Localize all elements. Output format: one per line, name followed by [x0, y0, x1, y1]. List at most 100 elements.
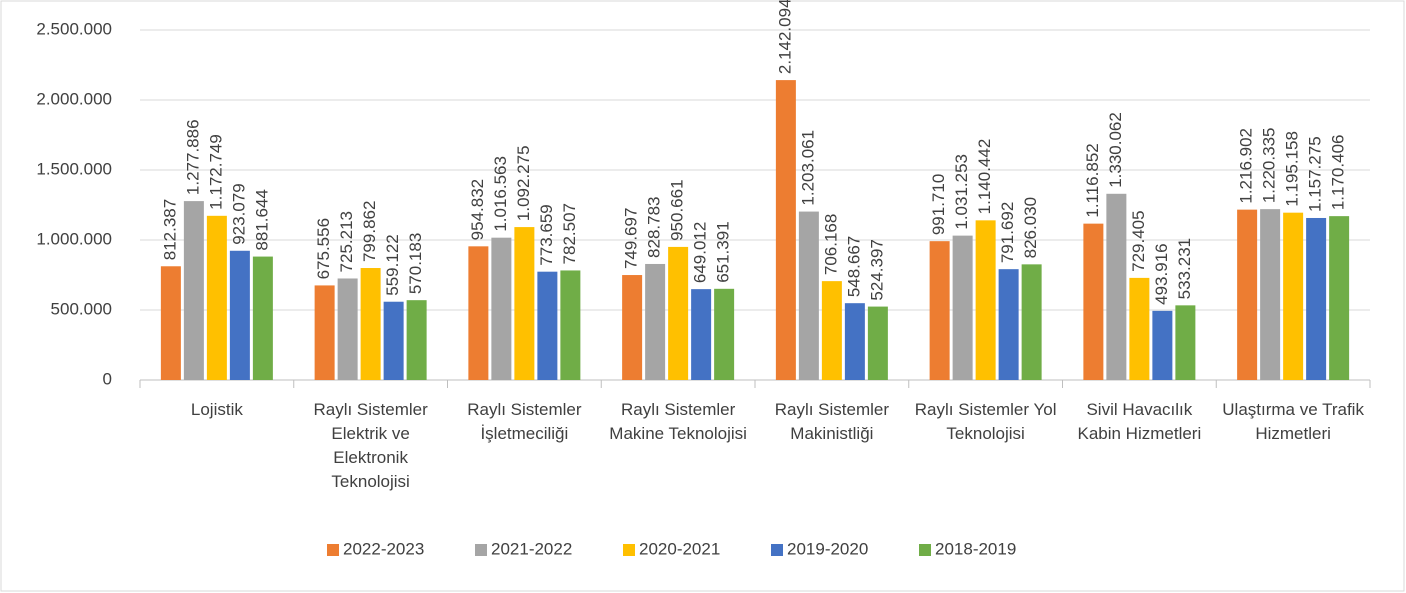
data-label: 1.116.852	[1083, 143, 1102, 217]
bar	[314, 285, 335, 380]
data-label: 1.016.563	[491, 156, 510, 232]
data-label: 1.195.158	[1283, 131, 1302, 207]
y-tick-label: 1.500.000	[36, 159, 112, 178]
bar	[645, 263, 666, 380]
data-label: 1.031.253	[952, 154, 971, 230]
y-tick-label: 2.000.000	[36, 89, 112, 108]
data-label: 812.387	[160, 199, 179, 260]
bar	[383, 301, 404, 380]
bar	[1306, 217, 1327, 380]
y-tick-label: 2.500.000	[36, 19, 112, 38]
data-label: 725.213	[337, 211, 356, 272]
bar	[406, 300, 427, 380]
x-tick-label: Raylı Sistemler Yol Teknolojisi	[914, 400, 1057, 443]
bar	[1021, 264, 1042, 380]
legend-label: 2021-2022	[491, 539, 572, 558]
data-label: 1.216.902	[1237, 128, 1256, 204]
data-label: 1.170.406	[1329, 135, 1348, 211]
bar	[668, 246, 689, 380]
legend-swatch	[919, 544, 931, 556]
legend-swatch	[623, 544, 635, 556]
data-label: 950.661	[668, 179, 687, 240]
data-label: 649.012	[691, 222, 710, 283]
bar	[229, 250, 250, 380]
data-label: 923.079	[229, 183, 248, 244]
y-tick-label: 0	[103, 369, 112, 388]
x-tick-label: Lojistik	[190, 400, 243, 419]
bar	[1260, 209, 1281, 380]
bar	[691, 289, 712, 380]
legend-label: 2018-2019	[935, 539, 1016, 558]
legend-label: 2020-2021	[639, 539, 720, 558]
data-label: 570.183	[406, 233, 425, 294]
legend-swatch	[771, 544, 783, 556]
data-label: 524.397	[867, 239, 886, 300]
data-label: 826.030	[1021, 197, 1040, 258]
y-tick-label: 500.000	[51, 299, 112, 318]
data-label: 799.862	[360, 201, 379, 262]
bar	[468, 246, 489, 380]
data-label: 1.330.062	[1106, 112, 1125, 188]
data-label: 1.157.275	[1306, 136, 1325, 212]
bar	[867, 306, 888, 380]
bar	[1237, 209, 1258, 380]
bar	[1083, 223, 1104, 380]
x-tick-label: Raylı Sistemler Makine Teknolojisi	[609, 400, 747, 443]
bar	[1175, 305, 1196, 380]
data-label: 1.203.061	[798, 130, 817, 206]
data-label: 881.644	[252, 189, 271, 250]
data-label: 559.122	[383, 234, 402, 295]
bar	[560, 270, 581, 380]
data-label: 1.092.275	[514, 145, 533, 221]
data-label: 782.507	[560, 203, 579, 264]
data-label: 548.667	[844, 236, 863, 297]
data-label: 493.916	[1152, 243, 1171, 304]
bar	[160, 266, 181, 380]
data-label: 828.783	[645, 197, 664, 258]
legend-label: 2022-2023	[343, 539, 424, 558]
legend-swatch	[475, 544, 487, 556]
data-label: 1.220.335	[1260, 128, 1279, 204]
data-label: 706.168	[821, 214, 840, 275]
bar	[1106, 193, 1127, 380]
data-label: 1.140.442	[975, 139, 994, 215]
data-label: 791.692	[998, 202, 1017, 263]
bar	[844, 303, 865, 380]
bar	[1152, 310, 1173, 380]
data-label: 773.659	[537, 204, 556, 265]
bar	[798, 211, 819, 380]
legend-swatch	[327, 544, 339, 556]
data-label: 2.142.094	[775, 0, 794, 74]
x-tick-label: Raylı Sistemler Elektrik ve Elektronik T…	[313, 400, 428, 491]
data-label: 991.710	[929, 174, 948, 235]
x-tick-label: Raylı Sistemler İşletmeciliği	[467, 400, 582, 443]
bar	[491, 237, 512, 380]
bar	[183, 201, 204, 380]
bar	[360, 268, 381, 380]
data-label: 749.697	[622, 208, 641, 269]
bar	[998, 269, 1019, 380]
y-tick-label: 1.000.000	[36, 229, 112, 248]
data-label: 729.405	[1129, 210, 1148, 271]
bar	[206, 215, 227, 380]
bar	[537, 271, 558, 380]
bar	[1329, 216, 1350, 380]
x-tick-label: Ulaştırma ve Trafik Hizmetleri	[1222, 400, 1364, 443]
bar	[775, 80, 796, 380]
data-label: 954.832	[468, 179, 487, 240]
bar	[975, 220, 996, 380]
bar	[622, 275, 643, 380]
legend-label: 2019-2020	[787, 539, 868, 558]
bar	[1129, 277, 1150, 380]
data-label: 651.391	[714, 221, 733, 282]
bar	[514, 227, 535, 380]
data-label: 1.277.886	[183, 119, 202, 195]
bar	[337, 278, 358, 380]
bar	[929, 241, 950, 380]
bar	[714, 288, 735, 380]
data-label: 533.231	[1175, 238, 1194, 299]
x-tick-label: Sivil Havacılık Kabin Hizmetleri	[1077, 400, 1202, 443]
bar	[821, 281, 842, 380]
